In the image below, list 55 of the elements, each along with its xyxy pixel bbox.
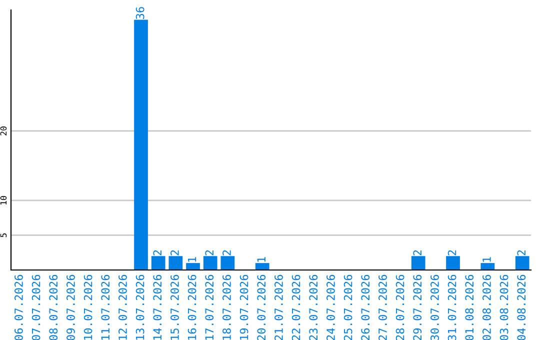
bar	[134, 20, 148, 270]
bar	[186, 263, 200, 270]
x-tick-label: 16.07.2026	[188, 274, 196, 340]
x-tick-label: 22.07.2026	[292, 274, 300, 340]
y-tick-label: 5	[0, 233, 7, 238]
x-tick-label: 08.07.2026	[49, 274, 58, 340]
bar	[151, 256, 166, 270]
bar	[220, 256, 235, 270]
data-label: 2	[170, 250, 179, 256]
x-tick-label: 29.07.2026	[413, 274, 422, 340]
bar	[168, 256, 183, 270]
bar	[203, 256, 218, 270]
x-tick-label: 24.07.2026	[326, 274, 335, 340]
x-tick-label: 20.07.2026	[257, 274, 266, 340]
data-label: 36	[136, 7, 144, 19]
x-tick-label: 11.07.2026	[101, 274, 110, 340]
bar	[515, 256, 530, 270]
data-label: 1	[257, 257, 266, 262]
y-tick-label: 20	[0, 126, 7, 136]
data-label: 2	[517, 250, 526, 256]
x-tick-label: 09.07.2026	[66, 274, 75, 340]
x-tick-label: 03.08.2026	[500, 274, 508, 340]
x-tick-label: 28.07.2026	[396, 274, 404, 340]
x-tick-label: 01.08.2026	[465, 274, 474, 340]
x-tick-label: 07.07.2026	[32, 274, 40, 340]
data-label: 2	[153, 250, 162, 256]
x-tick-label: 26.07.2026	[361, 274, 370, 340]
bar	[480, 263, 495, 270]
bar	[255, 263, 270, 270]
data-label: 2	[413, 250, 422, 256]
x-tick-label: 15.07.2026	[170, 274, 179, 340]
data-label: 1	[188, 257, 196, 262]
x-tick-label: 18.07.2026	[222, 274, 231, 340]
x-tick-label: 25.07.2026	[344, 274, 352, 340]
x-tick-label: 17.07.2026	[205, 274, 214, 340]
x-tick-label: 02.08.2026	[482, 274, 491, 340]
x-tick-label: 04.08.2026	[517, 274, 526, 340]
data-label: 2	[448, 250, 456, 256]
data-label: 2	[205, 250, 214, 256]
x-tick-label: 30.07.2026	[430, 274, 439, 340]
bar	[411, 256, 426, 270]
data-label: 1	[482, 257, 491, 262]
x-tick-label: 27.07.2026	[378, 274, 387, 340]
bar	[446, 256, 460, 270]
x-tick-label: 06.07.2026	[14, 274, 23, 340]
x-tick-label: 21.07.2026	[274, 274, 283, 340]
x-tick-label: 23.07.2026	[309, 274, 318, 340]
x-tick-label: 13.07.2026	[136, 274, 144, 340]
x-tick-label: 12.07.2026	[118, 274, 127, 340]
x-tick-label: 14.07.2026	[153, 274, 162, 340]
y-tick-label: 10	[0, 196, 7, 204]
x-tick-label: 31.07.2026	[448, 274, 456, 340]
data-label: 2	[222, 250, 231, 256]
x-tick-label: 19.07.2026	[240, 274, 248, 340]
x-tick-label: 10.07.2026	[84, 274, 92, 340]
